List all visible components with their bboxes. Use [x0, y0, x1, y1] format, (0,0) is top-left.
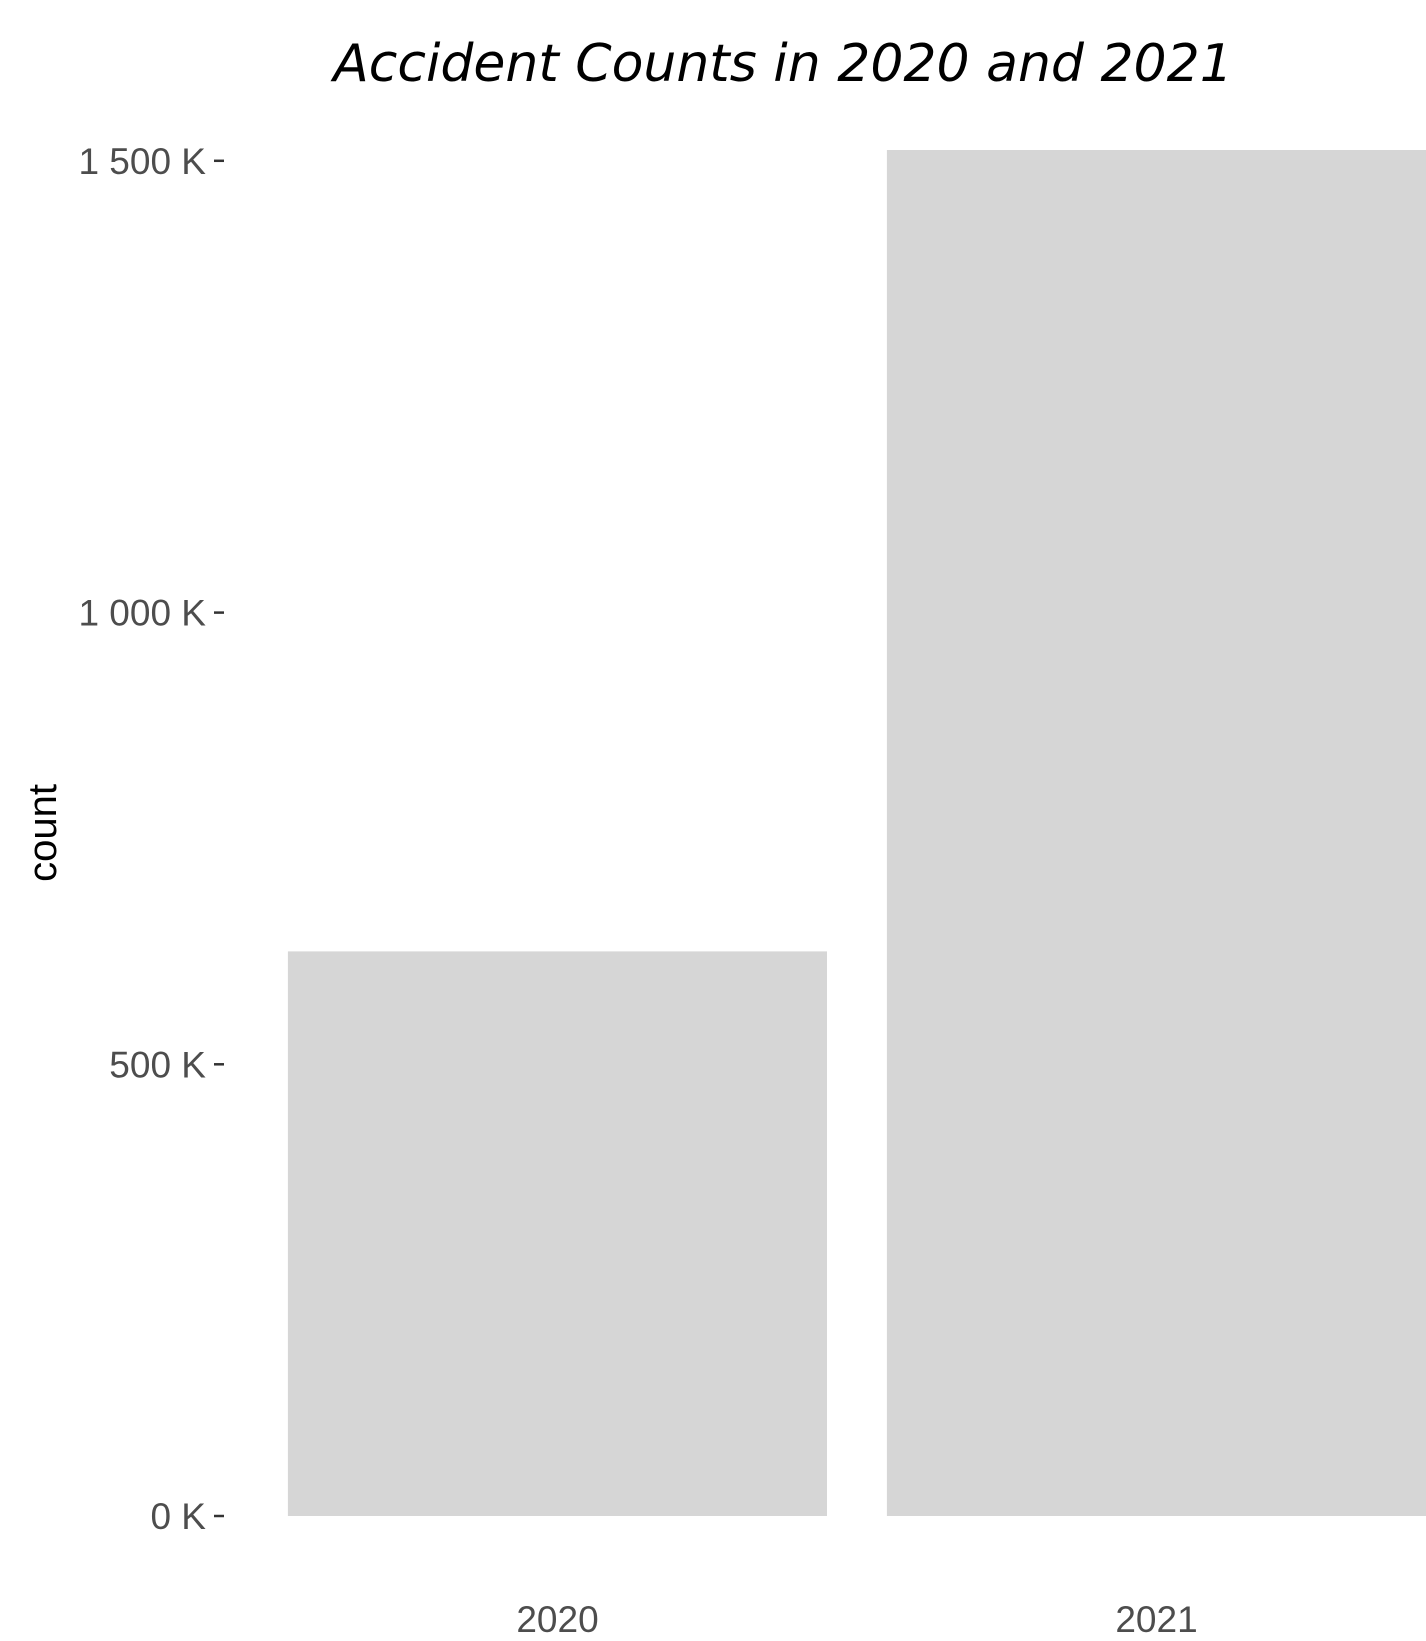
y-tick-label: 1 000 K — [78, 593, 206, 634]
bar-2021 — [886, 150, 1426, 1516]
y-axis-title: count — [21, 784, 65, 882]
y-axis: 0 K 500 K 1 000 K 1 500 K — [78, 141, 224, 1537]
y-tick-label: 500 K — [109, 1044, 206, 1085]
bars-group — [287, 150, 1426, 1516]
bar-2020 — [287, 951, 827, 1516]
x-axis: 2020 2021 — [516, 1599, 1197, 1640]
y-tick-label: 1 500 K — [78, 141, 206, 182]
x-tick-label-2021: 2021 — [1115, 1599, 1197, 1640]
x-tick-label-2020: 2020 — [516, 1599, 598, 1640]
y-tick-label: 0 K — [150, 1496, 206, 1537]
chart-title: Accident Counts in 2020 and 2021 — [330, 34, 1233, 94]
